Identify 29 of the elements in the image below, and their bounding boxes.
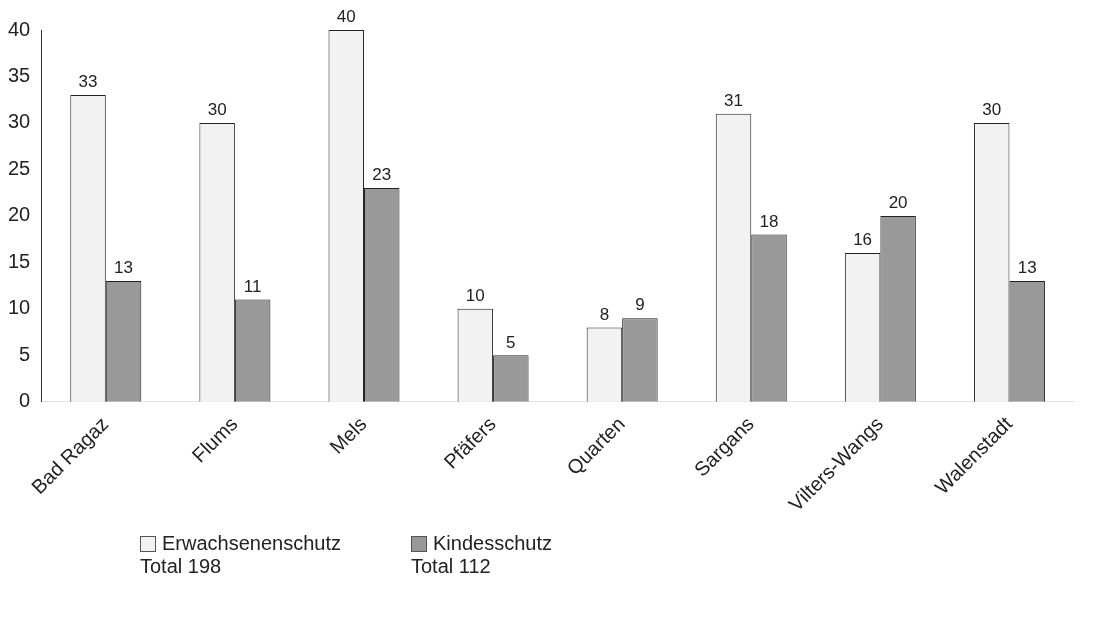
- legend-label: Kindesschutz: [432, 532, 552, 555]
- data-label: 9: [635, 295, 645, 315]
- text: Total 198: [140, 555, 223, 578]
- data-label: 20: [888, 193, 908, 213]
- y-tick-label: 25: [8, 156, 31, 179]
- text: Total 112: [410, 555, 492, 578]
- data-label: 11: [243, 276, 262, 296]
- data-label: 13: [114, 258, 133, 278]
- y-tick-label: 35: [8, 63, 31, 86]
- data-label: 10: [465, 286, 485, 306]
- data-label: 30: [982, 100, 1002, 120]
- y-tick-label: 30: [8, 110, 31, 133]
- y-tick-label: 40: [8, 17, 31, 40]
- data-label: 8: [599, 304, 610, 324]
- data-label: 18: [759, 211, 779, 231]
- data-label: 23: [372, 165, 392, 185]
- y-tick-label: 10: [8, 296, 31, 319]
- y-tick-label: 15: [8, 249, 31, 272]
- y-tick-label: 5: [19, 342, 31, 365]
- data-label: 16: [853, 230, 873, 250]
- data-label: 31: [724, 90, 743, 110]
- data-label: 5: [506, 332, 516, 352]
- data-label: 33: [78, 72, 98, 92]
- data-label: 13: [1017, 258, 1037, 278]
- legend-label: Erwachsenenschutz: [162, 532, 341, 555]
- data-label: 40: [336, 7, 356, 27]
- data-label: 30: [207, 100, 227, 120]
- y-tick-label: 20: [8, 203, 31, 226]
- y-tick-label: 0: [19, 389, 31, 412]
